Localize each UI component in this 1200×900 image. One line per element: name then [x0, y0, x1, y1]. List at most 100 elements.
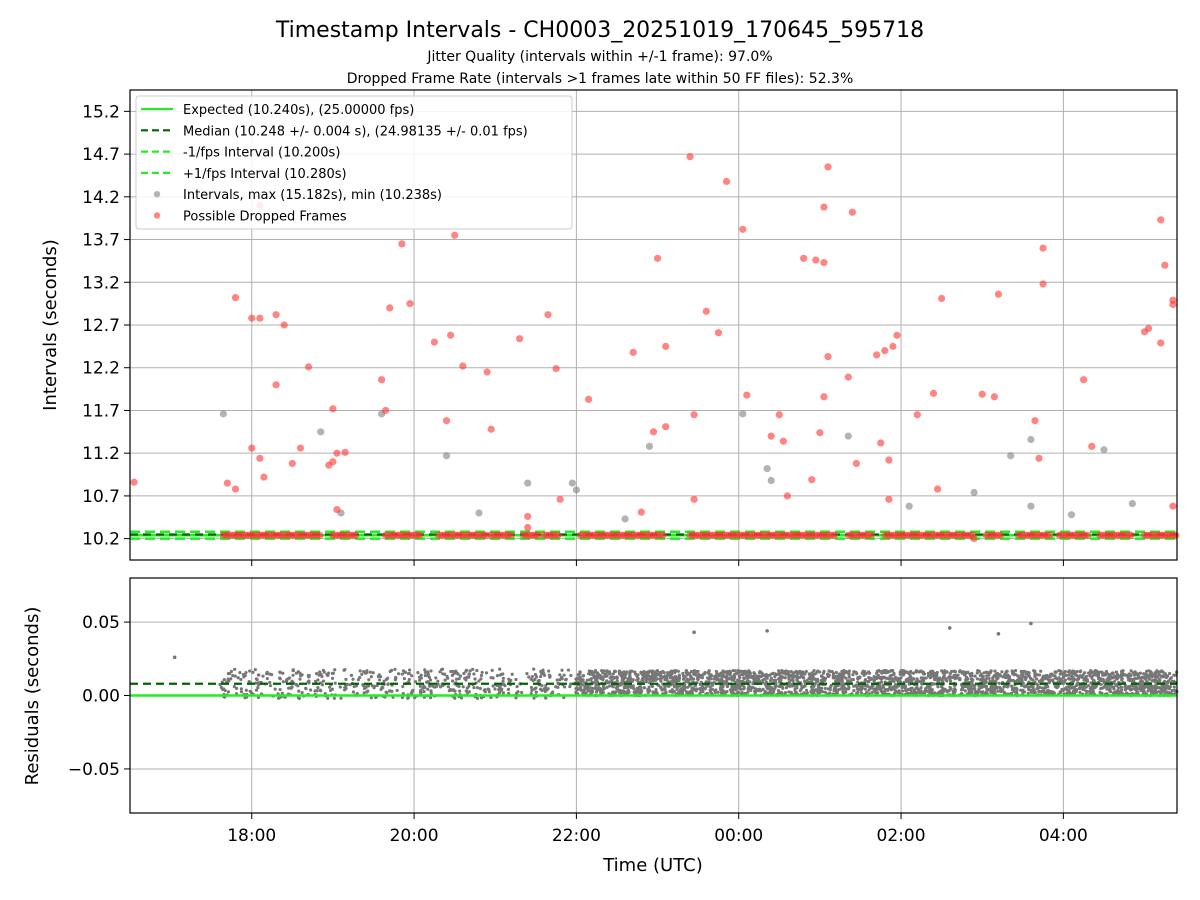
residual-point — [1100, 686, 1104, 690]
residual-point — [533, 677, 537, 681]
residual-point — [330, 671, 335, 675]
dropped-frame-point — [296, 444, 305, 452]
residual-point — [1120, 672, 1124, 676]
residual-point — [858, 675, 862, 679]
residual-point — [529, 677, 533, 681]
residual-point — [1063, 687, 1067, 691]
residual-point — [615, 687, 620, 692]
residual-point — [1110, 675, 1115, 679]
residual-point — [566, 668, 571, 672]
residual-point — [641, 676, 645, 680]
residual-point — [932, 675, 936, 679]
residual-point — [963, 689, 968, 693]
residual-point — [780, 668, 784, 673]
residual-point — [1090, 688, 1094, 692]
residual-point — [757, 671, 762, 675]
residual-point — [1139, 678, 1143, 683]
residual-point — [256, 673, 261, 677]
residual-point — [924, 686, 928, 690]
residual-point — [333, 681, 337, 685]
residual-point — [681, 671, 685, 676]
residual-point — [1076, 681, 1080, 685]
residual-point — [787, 675, 791, 679]
residual-point — [1164, 675, 1169, 680]
residual-point — [1025, 670, 1029, 674]
dropped-frame-point — [990, 393, 998, 401]
intervals-axes-frame — [129, 89, 1178, 561]
residual-point — [344, 684, 348, 688]
residual-point — [787, 672, 791, 676]
residual-point — [1033, 671, 1037, 675]
legend-entry-label: +1/fps Interval (10.280s) — [183, 167, 347, 182]
dropped-frame-point — [873, 351, 881, 359]
residual-point — [423, 685, 427, 690]
residual-point — [1154, 673, 1158, 677]
residual-point — [580, 683, 584, 687]
residual-point — [400, 672, 404, 676]
residual-point — [464, 678, 468, 682]
x-tick-label: 02:00 — [877, 826, 926, 846]
dropped-frame-point — [844, 373, 852, 381]
residual-point — [693, 684, 698, 688]
residual-point — [876, 674, 880, 679]
residual-point — [917, 690, 921, 694]
residual-point — [1108, 674, 1112, 679]
residual-point — [1021, 672, 1025, 676]
residual-point — [814, 688, 818, 692]
residual-point — [1147, 687, 1151, 692]
residual-point — [270, 672, 274, 677]
residual-point — [844, 669, 848, 674]
residual-point — [642, 670, 646, 674]
dropped-frame-point — [130, 478, 138, 486]
residuals-y-tick-label: 0.05 — [82, 613, 120, 633]
residual-point — [1021, 690, 1025, 694]
dropped-frame-point — [1144, 324, 1153, 333]
dropped-frame-point — [515, 335, 524, 343]
residual-point — [530, 675, 534, 679]
residual-point — [984, 679, 988, 684]
residual-point — [872, 679, 876, 683]
residual-point — [743, 672, 747, 676]
intervals-y-tick-label: 10.7 — [82, 487, 120, 507]
residual-point — [725, 684, 730, 689]
residual-point — [863, 687, 867, 691]
residual-point — [672, 680, 676, 684]
residual-point — [1058, 678, 1062, 682]
residual-point — [461, 685, 465, 689]
residual-point — [915, 677, 919, 681]
residual-point — [1003, 673, 1007, 677]
residual-point — [751, 682, 755, 686]
dropped-frame-point — [280, 321, 288, 329]
residual-point — [1128, 688, 1133, 692]
residual-point — [457, 677, 461, 681]
residual-point — [839, 686, 844, 690]
residual-point — [738, 675, 742, 680]
residual-point — [298, 671, 302, 676]
residual-point — [883, 676, 887, 680]
residual-point — [746, 690, 750, 694]
residual-point — [842, 686, 846, 691]
residual-point — [510, 672, 514, 676]
residual-point — [618, 683, 622, 687]
residual-point — [886, 687, 890, 692]
residual-point — [1135, 672, 1139, 677]
residual-point — [239, 690, 244, 694]
residual-point — [690, 686, 694, 691]
residual-point — [900, 685, 904, 690]
residual-point — [908, 675, 912, 679]
residual-point — [297, 689, 301, 693]
residual-point — [467, 672, 471, 676]
residual-point — [244, 670, 248, 675]
residual-point — [742, 676, 746, 680]
intervals-y-tick-label: 11.7 — [82, 401, 120, 421]
residual-point — [611, 672, 615, 676]
residual-point — [995, 673, 999, 677]
residual-point — [628, 671, 632, 675]
residual-point — [882, 670, 886, 675]
dropped-frame-point — [820, 203, 828, 211]
residual-point — [491, 676, 495, 680]
dropped-frame-rate-subtitle: Dropped Frame Rate (intervals >1 frames … — [347, 71, 854, 87]
residual-point — [436, 679, 440, 683]
residual-point — [713, 690, 718, 694]
residual-point — [846, 679, 850, 683]
